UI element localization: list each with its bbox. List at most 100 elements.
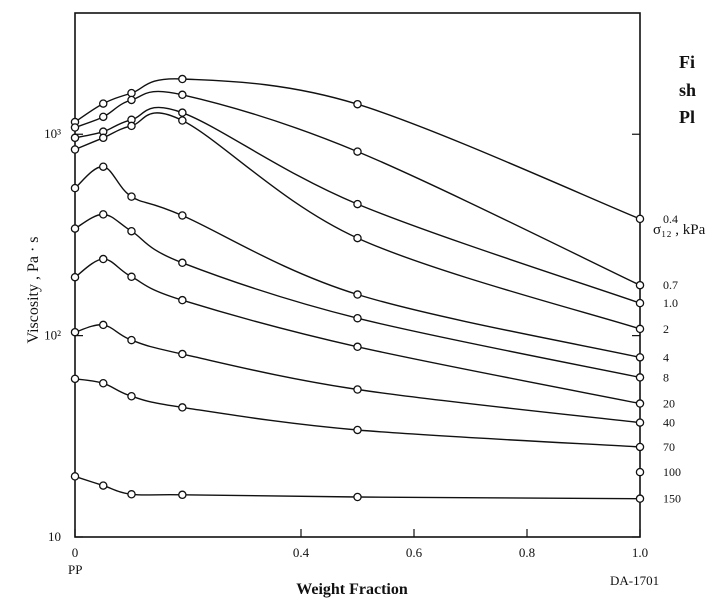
series-1-0: 1.0 [70,106,678,310]
data-point [635,494,645,503]
data-point [99,99,108,108]
data-point [70,327,80,337]
data-point [127,95,136,105]
series-label: 20 [663,397,675,411]
caption-fragment-1: Fi [679,52,695,72]
series-2: 2 [70,112,669,336]
x-tick-label: 0 [72,545,79,560]
series-40: 40 [70,320,675,430]
data-point [127,121,136,131]
data-point [635,399,645,408]
caption-fragment-2: sh [679,80,697,100]
data-point [635,214,645,224]
series-line-0-7 [74,90,641,286]
series-line-20 [74,258,641,405]
data-point [127,272,136,282]
data-point [635,373,645,382]
data-point [99,133,108,143]
series-4: 4 [70,162,669,364]
data-point [99,379,108,388]
data-point [70,133,80,143]
data-point [70,224,80,233]
series-label: 4 [663,350,669,364]
x-tick-label: 1.0 [632,545,648,560]
data-point [70,374,80,384]
y-tick-label: 10² [44,328,61,343]
series-label: 70 [663,440,675,454]
stress-legend-title: σ₁₂ , kPa [653,222,706,238]
data-point [127,226,136,236]
data-point [353,492,362,502]
series-label: 40 [663,416,675,430]
data-point [353,385,362,394]
series-layer: 0.4 0.7 1.0 2 4 8 20 40 70 100 150 [70,74,681,506]
caption-fragment-3: Pl [679,107,695,127]
x-tick-label: 0.6 [406,545,423,560]
data-point [353,99,362,109]
data-point [353,313,362,323]
data-point [127,490,136,499]
data-point [99,210,108,219]
series-label: 2 [663,322,669,336]
series-100: 100 [635,465,681,479]
data-point [178,116,187,125]
data-point [99,254,108,264]
data-point [178,403,187,412]
data-point [178,90,187,100]
data-point [70,123,80,132]
series-label: 0.7 [663,278,678,292]
data-point [353,425,362,435]
y-axis-label: Viscosity , Pa · s [25,236,42,343]
series-150: 150 [70,472,681,506]
data-point [178,490,187,500]
x-end-label-pp: PP [68,562,82,577]
data-point [178,74,187,84]
data-point [635,418,645,427]
data-point [127,192,136,201]
y-tick-label: 10 [48,529,61,544]
x-end-label-da1701: DA-1701 [610,573,659,588]
series-20: 20 [70,254,675,411]
x-axis-label: Weight Fraction [296,581,408,598]
data-point [635,442,645,452]
data-point [178,258,187,268]
data-point [353,342,362,352]
data-point [70,272,80,282]
data-point [99,320,108,330]
data-point [353,147,362,156]
data-point [178,211,187,220]
series-line-4 [74,165,641,359]
data-point [99,481,108,490]
series-label: 150 [663,492,681,506]
data-point [178,349,187,359]
series-label: 100 [663,465,681,479]
data-point [635,353,645,362]
data-point [99,112,108,122]
data-point [635,324,645,334]
series-label: 8 [663,370,669,384]
data-point [70,472,80,481]
data-point [353,199,362,209]
series-70: 70 [70,374,675,454]
data-point [178,108,187,117]
data-point [127,88,136,98]
x-tick-label: 0.8 [519,545,535,560]
series-label: 1.0 [663,296,678,310]
data-point [353,290,362,299]
y-tick-label: 10³ [44,126,61,141]
data-point [635,280,645,290]
data-point [127,391,136,401]
series-0-7: 0.7 [70,90,678,292]
data-point [635,298,645,308]
data-point [99,162,108,171]
series-line-40 [74,324,641,424]
axis-layer: 0 0.4 0.6 0.8 1.0 10 10² 10³ [44,126,648,560]
data-point [70,183,80,193]
data-point [178,295,187,305]
data-point [635,467,645,477]
series-label: 0.4 [663,212,678,226]
data-point [127,335,136,345]
x-tick-label: 0.4 [293,545,310,560]
series-8: 8 [70,210,669,384]
